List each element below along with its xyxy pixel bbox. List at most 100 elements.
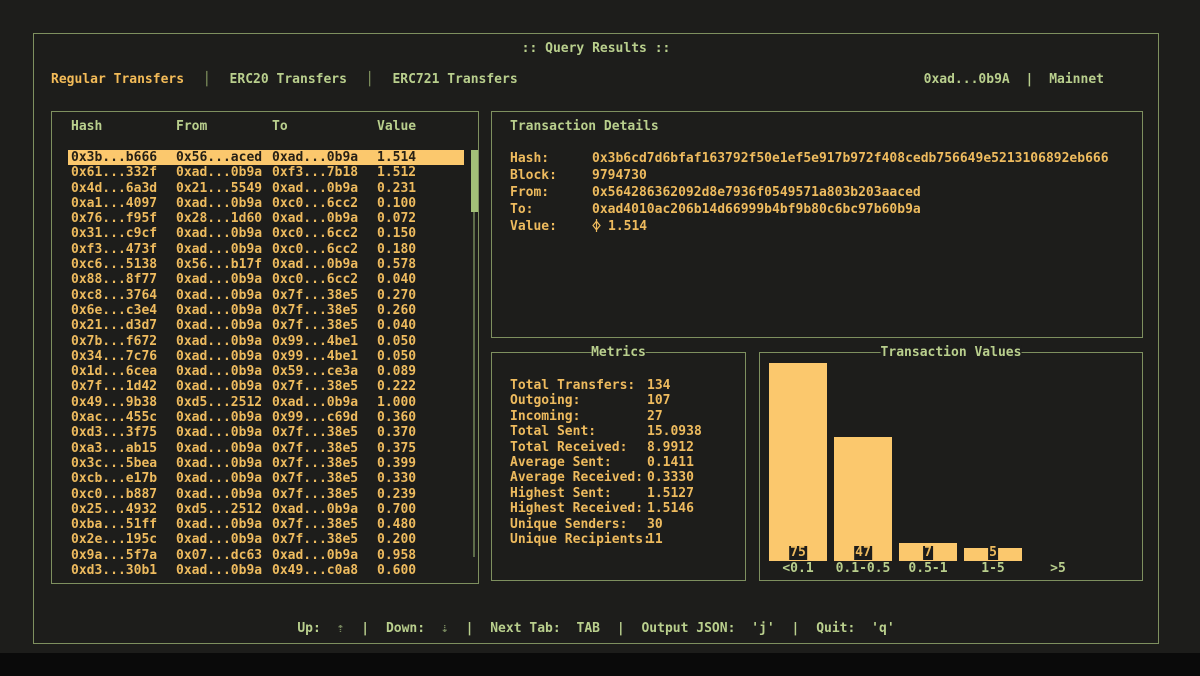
cell-value: 0.360 <box>377 410 464 425</box>
table-row[interactable]: 0xf3...473f 0xad...0b9a 0xc0...6cc2 0.18… <box>68 242 464 257</box>
cell-hash: 0xc0...b887 <box>71 487 176 502</box>
table-row[interactable]: 0x4d...6a3d 0x21...5549 0xad...0b9a 0.23… <box>68 181 464 196</box>
cell-to: 0x7f...38e5 <box>272 288 377 303</box>
bar-rect: 7 <box>899 543 957 561</box>
table-row[interactable]: 0x88...8f77 0xad...0b9a 0xc0...6cc2 0.04… <box>68 272 464 287</box>
cell-value: 0.480 <box>377 517 464 532</box>
tab-label[interactable]: Regular Transfers <box>51 72 184 87</box>
help-bar: | Up: ⇡ | Down: ⇣ | Next Tab: TAB | <box>34 621 1158 636</box>
column-header-to: To <box>272 119 377 134</box>
table-row[interactable]: 0x7b...f672 0xad...0b9a 0x99...4be1 0.05… <box>68 334 464 349</box>
metric-label: Total Sent: <box>510 424 647 439</box>
table-row[interactable]: 0xa3...ab15 0xad...0b9a 0x7f...38e5 0.37… <box>68 441 464 456</box>
cell-hash: 0x76...f95f <box>71 211 176 226</box>
table-row[interactable]: 0xac...455c 0xad...0b9a 0x99...c69d 0.36… <box>68 410 464 425</box>
cell-hash: 0x3b...b666 <box>71 150 176 165</box>
tab-item[interactable]: │ ERC721 Transfers <box>355 72 518 87</box>
table-row[interactable]: 0xba...51ff 0xad...0b9a 0x7f...38e5 0.48… <box>68 517 464 532</box>
table-row[interactable]: 0x49...9b38 0xd5...2512 0xad...0b9a 1.00… <box>68 395 464 410</box>
cell-value: 0.040 <box>377 272 464 287</box>
table-row[interactable]: 0xc6...5138 0x56...b17f 0xad...0b9a 0.57… <box>68 257 464 272</box>
bar-rect: 47 <box>834 437 892 561</box>
bar-value-label: 7 <box>923 546 933 560</box>
table-row[interactable]: 0x21...d3d7 0xad...0b9a 0x7f...38e5 0.04… <box>68 318 464 333</box>
table-row[interactable]: 0xc8...3764 0xad...0b9a 0x7f...38e5 0.27… <box>68 288 464 303</box>
tab-item[interactable]: │ Regular Transfers <box>51 72 192 87</box>
help-separator: | <box>361 621 369 636</box>
metric-row: Total Received: 8.9912 <box>510 440 745 455</box>
table-row[interactable]: 0x3b...b666 0x56...aced 0xad...0b9a 1.51… <box>68 150 464 165</box>
account-network-separator: | <box>1026 72 1034 87</box>
table-row[interactable]: 0xcb...e17b 0xad...0b9a 0x7f...38e5 0.33… <box>68 471 464 486</box>
cell-value: 1.514 <box>377 150 464 165</box>
cell-hash: 0x6e...c3e4 <box>71 303 176 318</box>
cell-hash: 0xf3...473f <box>71 242 176 257</box>
cell-value: 0.370 <box>377 425 464 440</box>
tab-bar: │ Regular Transfers │ ERC20 Transfers │ … <box>51 72 518 88</box>
cell-value: 0.375 <box>377 441 464 456</box>
help-key: ⇡ <box>337 621 345 636</box>
cell-from: 0xad...0b9a <box>176 165 272 180</box>
tab-item[interactable]: │ ERC20 Transfers <box>192 72 355 87</box>
cell-value: 0.100 <box>377 196 464 211</box>
metric-label: Average Received: <box>510 470 647 485</box>
cell-to: 0x59...ce3a <box>272 364 377 379</box>
metric-row: Total Transfers: 134 <box>510 378 745 393</box>
bar-0.1-0.5: 47 <box>834 363 892 561</box>
cell-to: 0x7f...38e5 <box>272 487 377 502</box>
cell-to: 0x7f...38e5 <box>272 532 377 547</box>
table-row[interactable]: 0x7f...1d42 0xad...0b9a 0x7f...38e5 0.22… <box>68 379 464 394</box>
table-row[interactable]: 0xd3...30b1 0xad...0b9a 0x49...c0a8 0.60… <box>68 563 464 578</box>
scrollbar-thumb[interactable] <box>471 150 478 212</box>
table-row[interactable]: 0xa1...4097 0xad...0b9a 0xc0...6cc2 0.10… <box>68 196 464 211</box>
table-row[interactable]: 0x34...7c76 0xad...0b9a 0x99...4be1 0.05… <box>68 349 464 364</box>
table-row[interactable]: 0x6e...c3e4 0xad...0b9a 0x7f...38e5 0.26… <box>68 303 464 318</box>
metric-value: 107 <box>647 393 670 408</box>
cell-value: 0.700 <box>377 502 464 517</box>
table-row[interactable]: 0xc0...b887 0xad...0b9a 0x7f...38e5 0.23… <box>68 487 464 502</box>
table-row[interactable]: 0x1d...6cea 0xad...0b9a 0x59...ce3a 0.08… <box>68 364 464 379</box>
cell-to: 0xc0...6cc2 <box>272 196 377 211</box>
app-window-border: :: Query Results :: │ Regular Transfers … <box>33 33 1159 644</box>
cell-hash: 0xac...455c <box>71 410 176 425</box>
help-key: 'j' <box>751 621 774 636</box>
cell-hash: 0x25...4932 <box>71 502 176 517</box>
cell-hash: 0xd3...3f75 <box>71 425 176 440</box>
cell-value: 0.040 <box>377 318 464 333</box>
metric-row: Average Sent: 0.1411 <box>510 455 745 470</box>
tab-label[interactable]: ERC721 Transfers <box>392 72 517 87</box>
table-row[interactable]: 0x25...4932 0xd5...2512 0xad...0b9a 0.70… <box>68 502 464 517</box>
cell-value: 0.239 <box>377 487 464 502</box>
table-row[interactable]: 0x9a...5f7a 0x07...dc63 0xad...0b9a 0.95… <box>68 548 464 563</box>
cell-to: 0x99...c69d <box>272 410 377 425</box>
details-fields: Hash: 0x3b6cd7d6bfaf163792f50e1ef5e917b9… <box>510 150 1142 235</box>
cell-to: 0x99...4be1 <box>272 349 377 364</box>
detail-value: 0xad4010ac206b14d66999b4bf9b80c6bc97b60b… <box>592 201 921 218</box>
metric-row: Unique Senders: 30 <box>510 517 745 532</box>
table-row[interactable]: 0x31...c9cf 0xad...0b9a 0xc0...6cc2 0.15… <box>68 226 464 241</box>
cell-from: 0xad...0b9a <box>176 487 272 502</box>
bar->5 <box>1029 363 1087 561</box>
table-row[interactable]: 0x2e...195c 0xad...0b9a 0x7f...38e5 0.20… <box>68 532 464 547</box>
eth-amount: 1.514 <box>608 219 647 234</box>
cell-value: 0.180 <box>377 242 464 257</box>
table-body: 0x3b...b666 0x56...aced 0xad...0b9a 1.51… <box>68 150 464 578</box>
table-row[interactable]: 0x61...332f 0xad...0b9a 0xf3...7b18 1.51… <box>68 165 464 180</box>
cell-from: 0xad...0b9a <box>176 196 272 211</box>
tab-label[interactable]: ERC20 Transfers <box>230 72 347 87</box>
cell-from: 0x07...dc63 <box>176 548 272 563</box>
table-row[interactable]: 0x3c...5bea 0xad...0b9a 0x7f...38e5 0.39… <box>68 456 464 471</box>
cell-value: 0.270 <box>377 288 464 303</box>
cell-to: 0x7f...38e5 <box>272 517 377 532</box>
help-item: | Next Tab: TAB <box>457 621 608 636</box>
cell-value: 0.600 <box>377 563 464 578</box>
table-row[interactable]: 0x76...f95f 0x28...1d60 0xad...0b9a 0.07… <box>68 211 464 226</box>
table-row[interactable]: 0xd3...3f75 0xad...0b9a 0x7f...38e5 0.37… <box>68 425 464 440</box>
help-label: Quit: <box>816 621 855 636</box>
transfers-table-panel: Hash From To Value 0x3b...b666 0x56...ac… <box>51 111 479 584</box>
metric-value: 15.0938 <box>647 424 702 439</box>
detail-row-value: Value: 1.514 <box>510 218 1142 235</box>
cell-value: 0.578 <box>377 257 464 272</box>
detail-row-to: To: 0xad4010ac206b14d66999b4bf9b80c6bc97… <box>510 201 1142 218</box>
cell-from: 0xad...0b9a <box>176 334 272 349</box>
